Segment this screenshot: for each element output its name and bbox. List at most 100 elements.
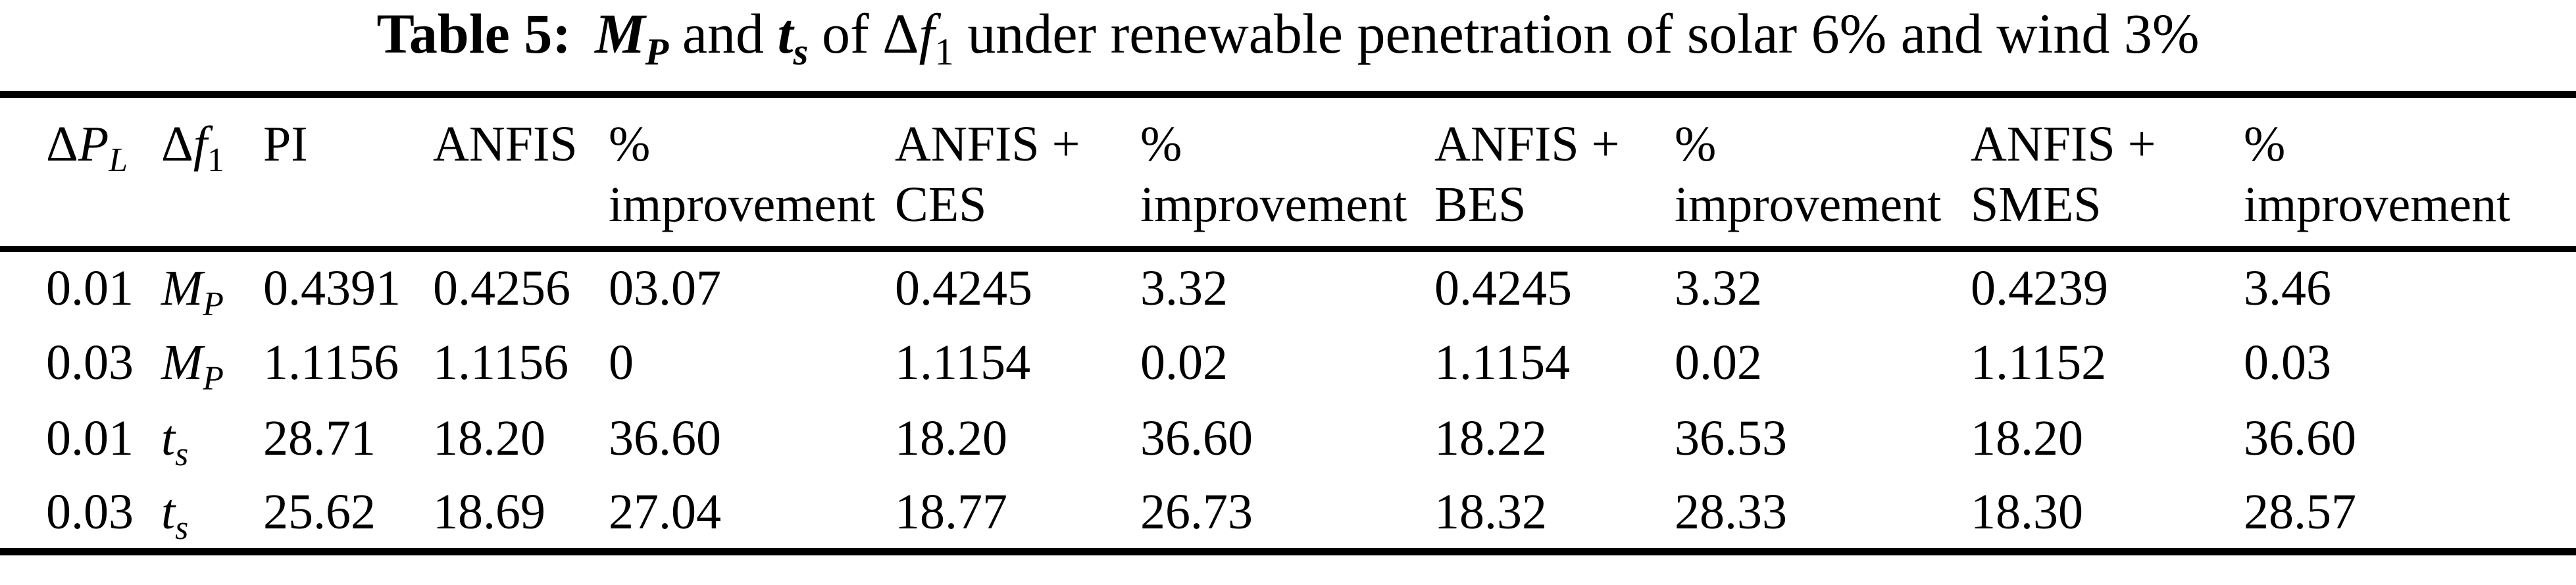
header-line: % (1675, 116, 1717, 172)
cell-metric: MP (161, 325, 263, 401)
cell-delta-pl: 0.01 (46, 410, 134, 466)
cell-anfis-bes: 1.1154 (1434, 334, 1571, 390)
caption-description: under renewable penetration of solar 6% … (967, 2, 2200, 65)
cell-pi: 28.71 (263, 410, 376, 466)
cell-improvement-1: 0 (609, 334, 634, 390)
cell-anfis-smes: 0.4239 (1971, 260, 2108, 316)
delta-symbol: Δ (161, 116, 193, 172)
col-header-anfis-smes: ANFIS + SMES (1971, 95, 2244, 249)
header-line: ANFIS + (895, 116, 1080, 172)
cell-anfis-bes: 18.22 (1434, 410, 1547, 466)
cell-improvement-2: 36.60 (1140, 410, 1253, 466)
cell-improvement-1: 36.60 (609, 410, 721, 466)
metric-subscript: P (203, 285, 224, 323)
metric-symbol: M (161, 334, 203, 390)
cell-delta-pl: 0.01 (46, 260, 134, 316)
cell-anfis: 18.20 (433, 410, 545, 466)
header-line: improvement (2244, 177, 2511, 232)
cell-improvement-4: 0.03 (2244, 334, 2331, 390)
results-table: ΔPL Δf1 PI ANFIS % improvement ANFIS + C (0, 91, 2576, 555)
cell-pi: 25.62 (263, 484, 376, 540)
header-line: ANFIS (433, 116, 578, 172)
metric-symbol: M (161, 260, 203, 316)
caption-delta-symbol: Δ (882, 2, 919, 65)
cell-improvement-3: 28.33 (1675, 484, 1787, 540)
cell-anfis-bes: 18.32 (1434, 484, 1547, 540)
cell-metric: MP (161, 249, 263, 325)
col-header-pi: PI (263, 95, 433, 249)
cell-pi: 1.1156 (263, 334, 399, 390)
cell-anfis-ces: 18.20 (895, 410, 1007, 466)
cell-anfis-ces: 0.4245 (895, 260, 1032, 316)
caption-table-number: Table 5: (376, 2, 571, 65)
caption-metric-mp-subscript: P (645, 30, 669, 74)
header-line: ANFIS + (1434, 116, 1620, 172)
table-caption: Table 5: MP and ts of Δf1 under renewable pene… (0, 0, 2576, 71)
cell-improvement-4: 28.57 (2244, 484, 2356, 540)
frequency-symbol: f (193, 116, 207, 172)
header-line: SMES (1971, 177, 2102, 232)
metric-subscript: s (175, 509, 189, 547)
caption-metric-mp: M (595, 2, 645, 65)
cell-improvement-3: 36.53 (1675, 410, 1787, 466)
cell-pi: 0.4391 (263, 260, 401, 316)
table-row: 0.03 ts 25.62 18.69 27.04 18.77 26.73 18… (0, 476, 2576, 552)
header-line: BES (1434, 177, 1527, 232)
cell-improvement-1: 03.07 (609, 260, 721, 316)
header-row: ΔPL Δf1 PI ANFIS % improvement ANFIS + C (0, 95, 2576, 249)
cell-anfis: 0.4256 (433, 260, 570, 316)
col-header-anfis-bes: ANFIS + BES (1434, 95, 1675, 249)
cell-improvement-1: 27.04 (609, 484, 721, 540)
col-header-delta-f1: Δf1 (161, 95, 263, 249)
header-line: PI (263, 116, 308, 172)
cell-anfis-bes: 0.4245 (1434, 260, 1572, 316)
cell-improvement-3: 3.32 (1675, 260, 1762, 316)
cell-anfis-smes: 18.30 (1971, 484, 2083, 540)
cell-metric: ts (161, 401, 263, 476)
cell-anfis-smes: 1.1152 (1971, 334, 2107, 390)
header-line: improvement (1140, 177, 1407, 232)
table-row: 0.01 ts 28.71 18.20 36.60 18.20 36.60 18… (0, 401, 2576, 476)
cell-improvement-2: 3.32 (1140, 260, 1228, 316)
cell-improvement-2: 0.02 (1140, 334, 1228, 390)
table-row: 0.03 MP 1.1156 1.1156 0 1.1154 0.02 1.11… (0, 325, 2576, 401)
cell-anfis-smes: 18.20 (1971, 410, 2083, 466)
frequency-subscript: 1 (207, 141, 224, 180)
col-header-improvement-2: % improvement (1140, 95, 1434, 249)
table-body: 0.01 MP 0.4391 0.4256 03.07 0.4245 3.32 … (0, 249, 2576, 552)
caption-conjunction: and (682, 2, 765, 65)
col-header-improvement-1: % improvement (609, 95, 895, 249)
cell-anfis-ces: 1.1154 (895, 334, 1031, 390)
header-line: improvement (1675, 177, 1942, 232)
power-subscript: L (109, 141, 128, 180)
header-line: ΔPL (46, 114, 161, 178)
metric-subscript: s (175, 435, 189, 473)
power-symbol: P (78, 116, 109, 172)
col-header-anfis: ANFIS (433, 95, 609, 249)
caption-frequency-subscript: 1 (934, 30, 954, 74)
cell-anfis: 1.1156 (433, 334, 569, 390)
header-line: improvement (609, 177, 876, 232)
cell-metric: ts (161, 476, 263, 552)
cell-improvement-4: 36.60 (2244, 410, 2356, 466)
col-header-anfis-ces: ANFIS + CES (895, 95, 1140, 249)
table-row: 0.01 MP 0.4391 0.4256 03.07 0.4245 3.32 … (0, 249, 2576, 325)
header-line: ANFIS + (1971, 116, 2156, 172)
caption-preposition: of (821, 2, 869, 65)
cell-anfis: 18.69 (433, 484, 545, 540)
metric-subscript: P (203, 359, 224, 397)
metric-symbol: t (161, 410, 176, 466)
cell-improvement-3: 0.02 (1675, 334, 1762, 390)
header-line: CES (895, 177, 987, 232)
caption-frequency-symbol: f (919, 2, 935, 65)
col-header-improvement-4: % improvement (2244, 95, 2576, 249)
caption-metric-ts: t (777, 2, 794, 65)
header-line: % (1140, 116, 1182, 172)
delta-symbol: Δ (46, 116, 78, 172)
header-line: % (609, 116, 651, 172)
table-header: ΔPL Δf1 PI ANFIS % improvement ANFIS + C (0, 95, 2576, 249)
col-header-improvement-3: % improvement (1675, 95, 1971, 249)
cell-improvement-2: 26.73 (1140, 484, 1253, 540)
cell-delta-pl: 0.03 (46, 334, 134, 390)
